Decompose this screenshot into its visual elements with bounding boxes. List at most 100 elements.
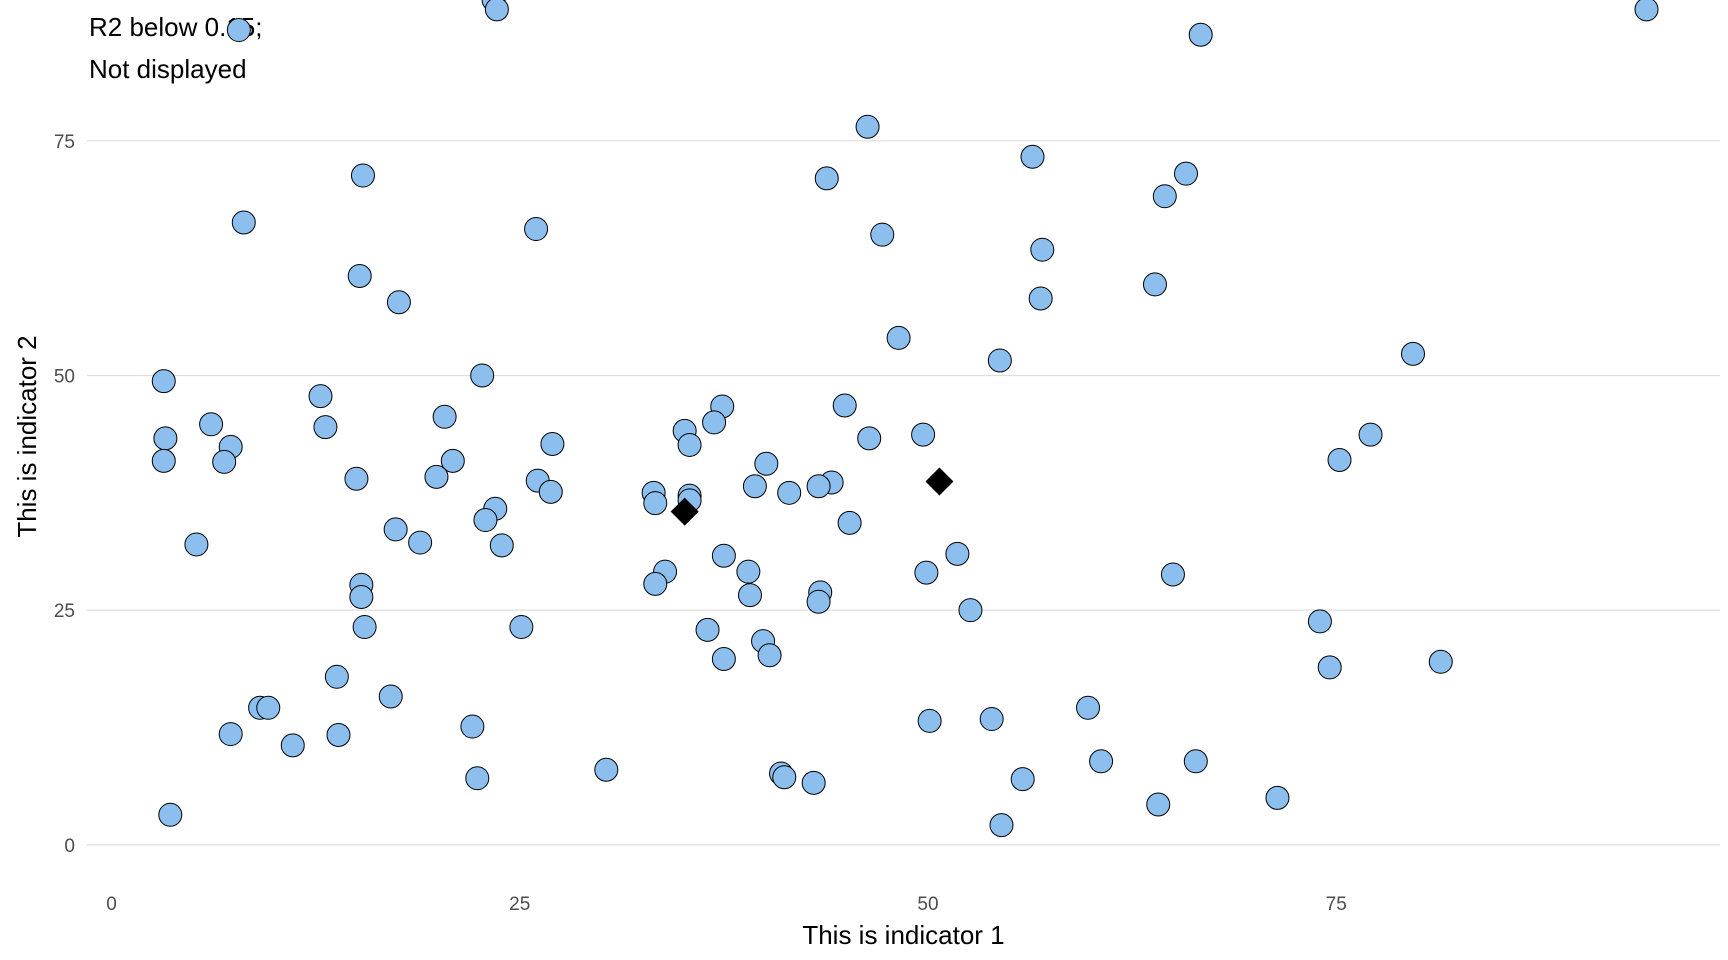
data-point [153, 426, 178, 451]
data-point [772, 765, 797, 790]
data-point [1142, 272, 1167, 297]
data-point [886, 325, 911, 350]
data-point [911, 422, 936, 447]
data-point [1358, 422, 1383, 447]
data-point [538, 479, 563, 504]
data-point [344, 466, 369, 491]
axis-ticks: 0 25 50 75 0 25 50 75 [54, 132, 1347, 915]
data-point [1634, 0, 1659, 22]
x-axis-title: This is indicator 1 [802, 920, 1004, 950]
data-point [914, 560, 939, 585]
data-point [256, 695, 281, 720]
data-point [1076, 695, 1101, 720]
data-point [489, 533, 514, 558]
data-point [408, 530, 433, 555]
annotation-line-2: Not displayed [89, 54, 247, 84]
data-point [736, 559, 761, 584]
data-point [473, 508, 498, 533]
data-point [465, 766, 490, 791]
data-point [484, 0, 509, 22]
highlighted-point [670, 497, 699, 526]
data-point [945, 541, 970, 566]
data-point [806, 474, 831, 499]
data-point [1188, 22, 1213, 47]
y-tick-label: 50 [54, 366, 75, 387]
y-axis-title: This is indicator 2 [12, 335, 42, 537]
data-point [151, 448, 176, 473]
y-tick-label: 75 [54, 132, 75, 153]
x-tick-label: 25 [509, 894, 530, 915]
data-point [352, 615, 377, 640]
data-point [711, 543, 736, 568]
data-point [1183, 749, 1208, 774]
data-point [199, 412, 224, 437]
data-point [1028, 286, 1053, 311]
data-point [1152, 184, 1177, 209]
data-point [212, 449, 237, 474]
data-point [855, 114, 880, 139]
data-point [158, 802, 183, 827]
data-point [326, 723, 351, 748]
data-point [226, 18, 251, 43]
gridlines [87, 140, 1720, 846]
data-point [378, 684, 403, 709]
data-point [432, 404, 457, 429]
data-point [349, 585, 374, 610]
data-point [594, 757, 619, 782]
data-point [1030, 237, 1055, 262]
x-tick-label: 75 [1326, 894, 1347, 915]
data-point [1010, 767, 1035, 792]
data-point [1428, 649, 1453, 674]
data-point [1307, 609, 1332, 634]
data-point [1160, 562, 1185, 587]
data-point [308, 384, 333, 409]
data-point [231, 210, 256, 235]
data-points [151, 0, 1659, 838]
data-point [695, 617, 720, 642]
data-point [737, 583, 762, 608]
data-point [383, 517, 408, 542]
y-tick-label: 0 [64, 836, 75, 857]
data-point [313, 415, 338, 440]
data-point [643, 491, 668, 516]
highlighted-point [925, 467, 954, 496]
data-point [218, 722, 243, 747]
data-point [460, 714, 485, 739]
data-point [742, 474, 767, 499]
data-point [350, 163, 375, 188]
data-point [806, 589, 831, 614]
data-point [837, 510, 862, 535]
data-point [987, 348, 1012, 373]
x-tick-label: 50 [917, 894, 938, 915]
data-point [814, 166, 839, 191]
data-point [754, 451, 779, 476]
data-point [440, 448, 465, 473]
data-point [1327, 447, 1352, 472]
data-point [958, 598, 983, 623]
data-point [702, 410, 727, 435]
data-point [424, 464, 449, 489]
data-point [979, 707, 1004, 732]
data-point [643, 571, 668, 596]
data-point [677, 432, 702, 457]
data-point [184, 532, 209, 557]
data-point [1146, 792, 1171, 817]
data-point [917, 708, 942, 733]
data-point [870, 222, 895, 247]
data-point [540, 432, 565, 457]
data-point [1317, 655, 1342, 680]
data-point [347, 263, 372, 288]
data-point [989, 813, 1014, 838]
data-point [324, 664, 349, 689]
data-point [280, 733, 305, 758]
data-point [1265, 785, 1290, 810]
data-point [524, 217, 549, 242]
data-point [1020, 144, 1045, 169]
data-point [801, 770, 826, 795]
data-point [857, 426, 882, 451]
data-point [757, 643, 782, 668]
data-point [1174, 161, 1199, 186]
data-point [151, 369, 176, 394]
data-point [509, 615, 534, 640]
